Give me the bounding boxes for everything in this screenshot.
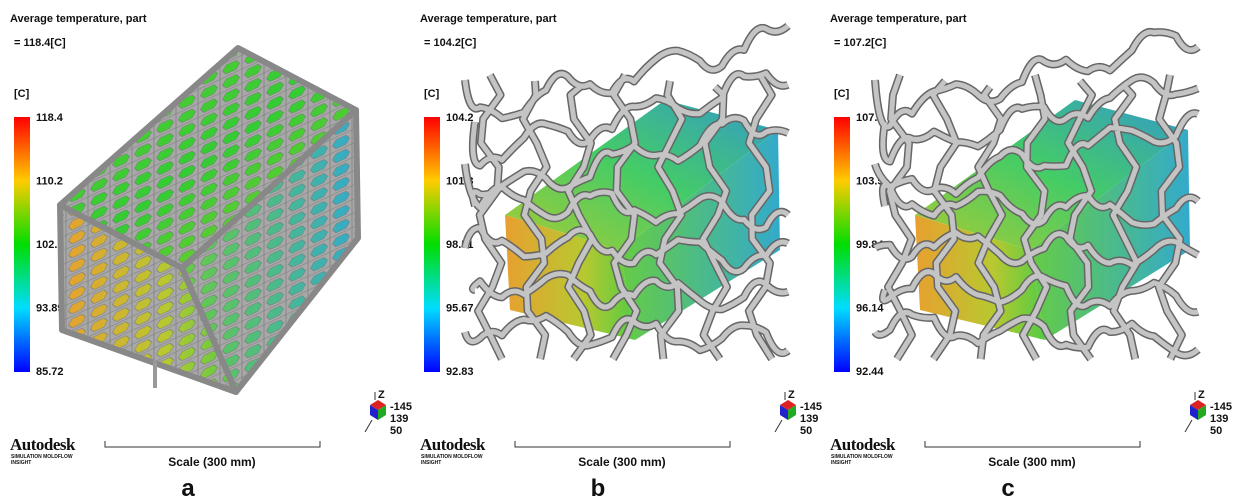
- logo: Autodesk: [10, 435, 76, 454]
- result-value: = 107.2[C]: [834, 37, 887, 49]
- color-bar: [424, 117, 440, 372]
- result-value: = 104.2[C]: [424, 37, 477, 49]
- triad-label: 139: [800, 413, 818, 425]
- triad-label: 139: [1210, 413, 1228, 425]
- scale-label: Scale (300 mm): [168, 455, 255, 469]
- panel-label: b: [591, 475, 606, 500]
- color-bar-tick: 95.67: [446, 303, 474, 315]
- scale-label: Scale (300 mm): [988, 455, 1075, 469]
- triad-label: -145: [800, 401, 822, 413]
- panel: Average temperature, part = 104.2[C] [C] 10…: [420, 13, 822, 500]
- logo-subtitle: INSIGHT: [11, 460, 31, 466]
- triad-label: 50: [1210, 425, 1222, 437]
- unit-label: [C]: [424, 88, 440, 100]
- panel: Average temperature, part = 118.4[C] [C] 11…: [10, 13, 412, 500]
- result-title: Average temperature, part: [830, 13, 967, 25]
- color-bar: [14, 117, 30, 372]
- triad-label: 50: [390, 425, 402, 437]
- logo-subtitle: INSIGHT: [831, 460, 851, 466]
- logo: Autodesk: [830, 435, 896, 454]
- color-bar-tick: 110.2: [36, 176, 63, 188]
- unit-label: [C]: [834, 88, 850, 100]
- triad-label: -145: [390, 401, 412, 413]
- panel-label: c: [1001, 475, 1014, 500]
- triad-z: Z: [788, 389, 795, 401]
- result-title: Average temperature, part: [10, 13, 147, 25]
- triad-axis: [365, 420, 372, 432]
- scale-bar: [925, 441, 1140, 447]
- triad-z: Z: [378, 389, 385, 401]
- scale-label: Scale (300 mm): [578, 455, 665, 469]
- color-bar-tick: 118.4: [36, 112, 64, 124]
- triad-axis: [1185, 420, 1192, 432]
- logo-subtitle: INSIGHT: [421, 460, 441, 466]
- color-bar-tick: 96.14: [856, 303, 884, 315]
- color-bar-tick: 85.72: [36, 366, 64, 378]
- triad-z: Z: [1198, 389, 1205, 401]
- panel: Average temperature, part= 107.2[C][C]10…: [830, 13, 1232, 500]
- scale-bar: [515, 441, 730, 447]
- figure: Average temperature, part = 118.4[C] [C] 11…: [0, 0, 1234, 500]
- color-bar: [834, 117, 850, 372]
- unit-label: [C]: [14, 88, 30, 100]
- triad-axis: [775, 420, 782, 432]
- triad-label: -145: [1210, 401, 1232, 413]
- color-bar-tick: 104.2: [446, 112, 474, 124]
- panel-label: a: [181, 475, 195, 500]
- scale-bar: [105, 441, 320, 447]
- triad-label: 139: [390, 413, 408, 425]
- color-bar-tick: 92.83: [446, 366, 474, 378]
- result-title: Average temperature, part: [420, 13, 557, 25]
- result-value: = 118.4[C]: [14, 37, 66, 49]
- triad-label: 50: [800, 425, 812, 437]
- logo: Autodesk: [420, 435, 486, 454]
- color-bar-tick: 92.44: [856, 366, 884, 378]
